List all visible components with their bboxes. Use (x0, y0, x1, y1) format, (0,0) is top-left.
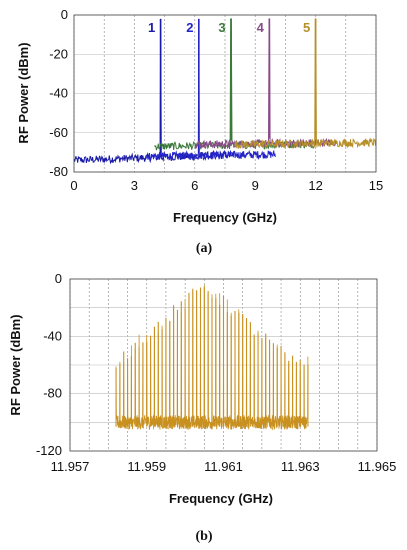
y-tick-label: 0 (61, 7, 68, 22)
chart-b-plot-frame (69, 278, 378, 452)
x-tick-label: 15 (369, 178, 383, 193)
chart-a-xlabel: Frequency (GHz) (173, 210, 277, 225)
y-tick-label: -80 (43, 386, 62, 401)
y-tick-label: 0 (55, 271, 62, 286)
series-line-2 (144, 18, 276, 162)
chart-b: 11.957 11.959 11.961 11.963 11.965 0 -40 -80 -12… (8, 271, 396, 544)
series-line-5 (234, 18, 377, 149)
x-tick-label: 11.961 (204, 459, 243, 474)
chart-b-caption: (b) (195, 529, 212, 544)
y-tick-label: -60 (49, 125, 68, 140)
x-tick-label: 9 (252, 178, 259, 193)
x-tick-label: 12 (308, 178, 322, 193)
y-tick-label: -40 (49, 86, 68, 101)
x-tick-label: 11.963 (281, 459, 320, 474)
chart-a-ylabel: RF Power (dBm) (16, 42, 31, 143)
x-tick-label: 11.965 (358, 459, 397, 474)
chart-a-plot-frame (73, 14, 377, 173)
chart-a-ticks: 0 3 6 9 12 150-20-40-60-80 (49, 7, 383, 193)
x-tick-label: 3 (131, 178, 138, 193)
y-tick-label: -120 (36, 443, 62, 458)
x-tick-label: 11.959 (127, 459, 166, 474)
x-tick-label: 11.957 (51, 459, 90, 474)
peak-label-4: 4 (257, 20, 265, 35)
chart-b-series (115, 284, 309, 431)
chart-b-ylabel: RF Power (dBm) (8, 314, 23, 415)
series-line-comb (115, 284, 309, 431)
peak-label-3: 3 (218, 20, 225, 35)
peak-label-2: 2 (186, 20, 193, 35)
peak-label-5: 5 (303, 20, 310, 35)
y-tick-label: -40 (43, 328, 62, 343)
chart-a-series (73, 18, 377, 165)
series-line-3 (154, 18, 317, 151)
chart-b-ticks: 11.957 11.959 11.961 11.963 11.965 0 -40 -80 -12… (36, 271, 396, 474)
y-tick-label: -20 (49, 46, 68, 61)
chart-b-xlabel: Frequency (GHz) (169, 491, 273, 506)
x-tick-label: 0 (70, 178, 77, 193)
chart-a-caption: (a) (196, 241, 213, 256)
chart-a-peak-labels: 1 2 3 4 5 (148, 20, 310, 35)
peak-label-1: 1 (148, 20, 155, 35)
y-tick-label: -80 (49, 164, 68, 179)
x-tick-label: 6 (191, 178, 198, 193)
